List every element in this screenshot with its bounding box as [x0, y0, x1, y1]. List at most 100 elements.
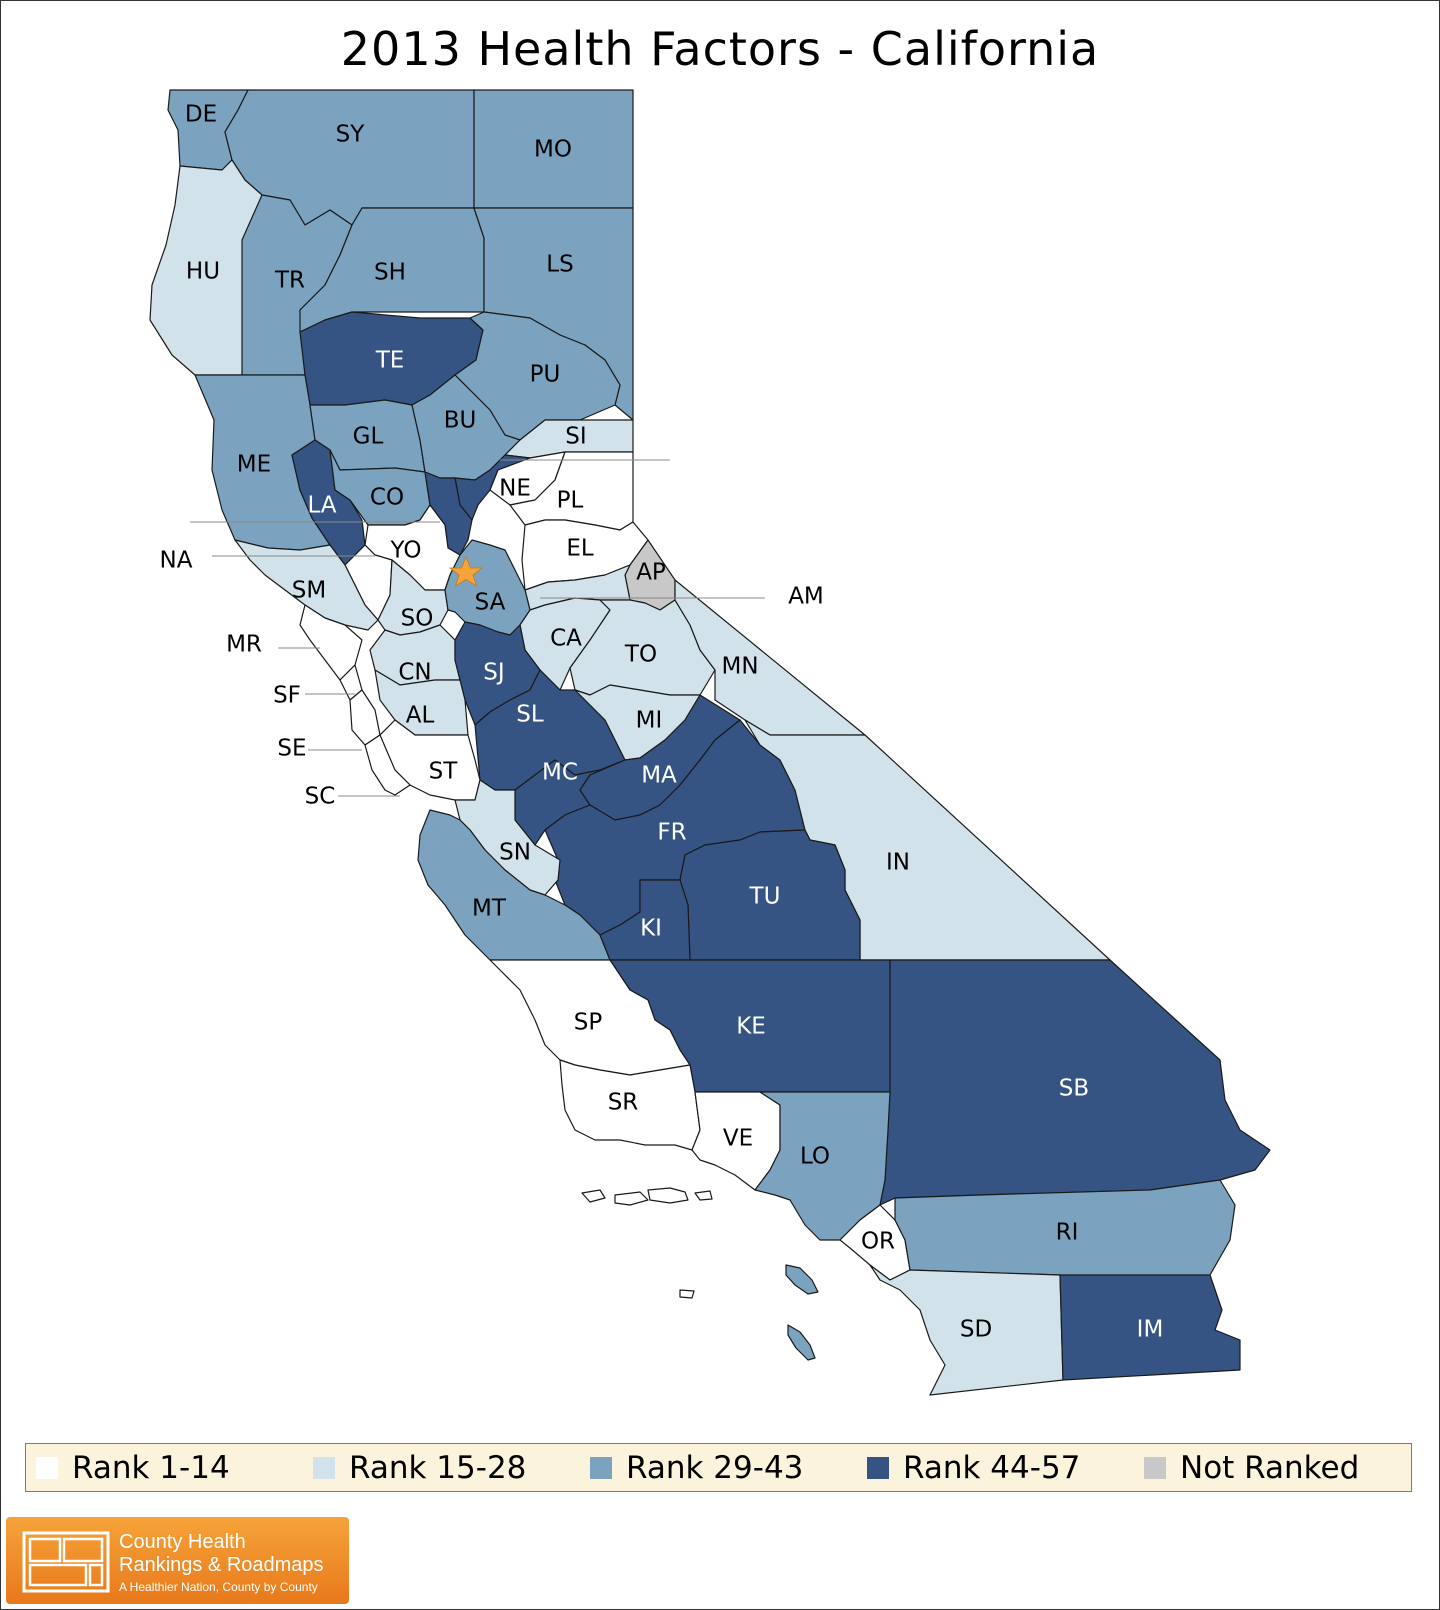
county-se[interactable] [349, 689, 381, 746]
county-label-sh: SH [374, 260, 406, 286]
county-sh[interactable] [299, 207, 485, 333]
legend-item-rank-15-28: Rank 15-28 [303, 1450, 580, 1486]
county-la[interactable] [291, 439, 366, 566]
county-label-sb: SB [1059, 1076, 1089, 1102]
county-sm[interactable] [234, 539, 379, 631]
county-label-me: ME [237, 452, 271, 478]
leader-lines [190, 459, 765, 797]
logo-tagline: A Healthier Nation, County by County [119, 1580, 318, 1594]
county-label-sa: SA [475, 590, 506, 616]
legend-label: Rank 29-43 [626, 1449, 804, 1486]
county-label-pl: PL [557, 488, 584, 514]
island-shape [647, 1187, 689, 1204]
county-label-so: SO [401, 606, 434, 632]
county-label-ca: CA [550, 626, 582, 652]
county-health-rankings-logo[interactable]: County Health Rankings & Roadmaps A Heal… [6, 1517, 349, 1604]
county-label-ne: NE [499, 476, 531, 502]
county-mt[interactable] [417, 809, 611, 961]
county-label-or: OR [861, 1229, 895, 1255]
island-shape [679, 1289, 695, 1299]
map-title: 2013 Health Factors - California [340, 22, 1100, 76]
island-shape [694, 1190, 713, 1201]
legend-item-rank-44-57: Rank 44-57 [857, 1450, 1134, 1486]
legend-label: Rank 44-57 [903, 1449, 1081, 1486]
county-label-mn: MN [721, 654, 758, 680]
county-label-mo: MO [534, 137, 572, 163]
county-label-bu: BU [444, 408, 477, 434]
legend-swatch [590, 1456, 612, 1479]
county-label-el: EL [566, 536, 594, 562]
county-label-sn: SN [499, 840, 531, 866]
county-label-mi: MI [636, 708, 663, 734]
county-label-de: DE [185, 102, 217, 128]
county-label-lo: LO [800, 1144, 830, 1170]
island-shape [787, 1324, 816, 1361]
county-label-co: CO [370, 485, 404, 511]
legend-swatch [1144, 1456, 1166, 1479]
roadmap-logo-icon [22, 1531, 110, 1593]
county-label-sr: SR [608, 1090, 639, 1116]
legend-item-not-ranked: Not Ranked [1134, 1450, 1411, 1486]
county-label-ap: AP [636, 560, 666, 586]
county-label-im: IM [1137, 1317, 1164, 1343]
county-labels: DE SY MO HU TR SH LS TE PU ME GL BU SI YU LA CO SU NE PL EL… [136, 102, 1163, 1343]
legend-swatch [313, 1456, 335, 1479]
island-shape [581, 1189, 606, 1203]
county-label-gl: GL [353, 424, 384, 450]
county-label-ve: VE [723, 1126, 753, 1152]
county-label-la: LA [307, 493, 336, 519]
county-label-mt: MT [472, 896, 507, 922]
county-label-am: AM [788, 584, 824, 610]
county-im[interactable] [1059, 1274, 1241, 1381]
county-shapes [149, 89, 1271, 1396]
county-label-pu: PU [530, 362, 561, 388]
county-label-sy: SY [336, 122, 366, 148]
county-label-tr: TR [274, 268, 305, 294]
county-label-na: NA [160, 548, 193, 574]
county-label-hu: HU [186, 259, 220, 285]
county-label-sc: SC [305, 784, 336, 810]
county-label-ri: RI [1056, 1220, 1079, 1246]
county-label-sf: SF [273, 683, 301, 709]
island-shape [785, 1264, 819, 1295]
county-label-tu: TU [749, 884, 781, 910]
county-label-sl: SL [516, 702, 544, 728]
county-label-st: ST [429, 759, 459, 785]
legend-label: Rank 1-14 [72, 1449, 230, 1486]
county-label-to: TO [624, 642, 657, 668]
california-county-map: DE SY MO HU TR SH LS TE PU ME GL BU SI YU LA CO SU NE PL EL… [136, 89, 1271, 1396]
county-label-ki: KI [640, 916, 662, 942]
county-label-si: SI [565, 424, 586, 450]
island-shape [614, 1191, 649, 1206]
state-capital-star-icon [448, 555, 484, 587]
county-label-yo: YO [390, 538, 422, 564]
legend-label: Rank 15-28 [349, 1449, 527, 1486]
county-label-mc: MC [542, 760, 578, 786]
legend-swatch [36, 1456, 58, 1479]
county-label-ke: KE [736, 1014, 766, 1040]
legend: Rank 1-14 Rank 15-28 Rank 29-43 Rank 44-… [25, 1443, 1412, 1492]
county-label-sp: SP [574, 1010, 603, 1036]
county-label-sm: SM [292, 578, 326, 604]
legend-swatch [867, 1456, 889, 1479]
legend-item-rank-29-43: Rank 29-43 [580, 1450, 857, 1486]
county-label-ls: LS [546, 252, 573, 278]
county-sc[interactable] [364, 734, 411, 796]
county-label-al: AL [406, 703, 435, 729]
county-label-fr: FR [657, 820, 686, 846]
logo-text-line1: County Health [119, 1531, 246, 1553]
county-label-sd: SD [960, 1317, 992, 1343]
legend-item-rank-1-14: Rank 1-14 [26, 1450, 303, 1486]
county-label-su: SU [136, 508, 167, 534]
county-sd[interactable] [869, 1264, 1064, 1396]
logo-text-line2: Rankings & Roadmaps [119, 1554, 324, 1576]
legend-label: Not Ranked [1180, 1449, 1360, 1486]
county-label-in: IN [886, 850, 910, 876]
county-label-mr: MR [226, 632, 262, 658]
county-label-te: TE [375, 348, 405, 374]
county-label-yu: YU [688, 446, 720, 472]
county-label-cn: CN [398, 660, 431, 686]
county-lo[interactable] [754, 1091, 891, 1241]
county-label-ma: MA [641, 763, 677, 789]
county-label-sj: SJ [483, 660, 504, 686]
